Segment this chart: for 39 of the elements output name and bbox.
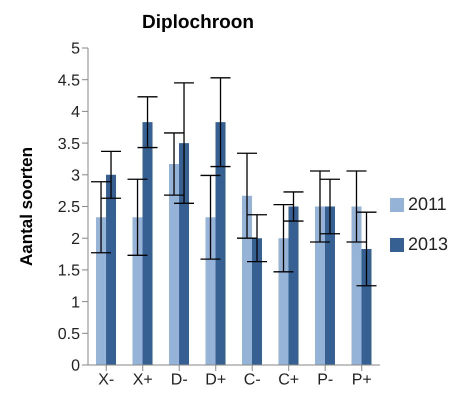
bar [206, 217, 216, 365]
y-tick-label: 5 [71, 40, 80, 58]
x-tick-label: P- [317, 371, 334, 388]
y-tick-label: 1.5 [58, 262, 80, 280]
bar [242, 196, 252, 365]
y-tick-label: 4.5 [58, 72, 80, 90]
bar [278, 238, 288, 365]
bar [96, 217, 106, 365]
y-tick-label: 0 [71, 358, 80, 375]
y-tick-label: 4 [71, 104, 80, 122]
y-tick-label: 3 [71, 167, 80, 184]
bar [169, 164, 180, 365]
x-tick-label: P+ [352, 371, 372, 388]
y-tick-label: 2 [71, 230, 80, 248]
legend-label: 2011 [408, 194, 447, 214]
x-tick-label: D- [170, 371, 188, 388]
bar [324, 206, 335, 365]
bar [179, 143, 190, 365]
x-tick-label: D+ [205, 371, 226, 388]
bar [314, 206, 325, 365]
y-axis-title: Aantal soorten [17, 146, 36, 266]
bar [106, 174, 116, 365]
x-tick-label: X- [98, 371, 114, 388]
y-tick-label: 0.5 [58, 326, 80, 343]
bar [216, 122, 226, 365]
legend-label: 2013 [408, 234, 448, 254]
bar [351, 206, 362, 365]
chart-title: Diplochroon [141, 11, 255, 35]
x-tick-label: C- [244, 371, 261, 388]
x-tick-label: C+ [278, 371, 300, 388]
y-tick-label: 1 [71, 294, 80, 312]
y-tick-label: 2.5 [58, 199, 80, 216]
bar [132, 217, 143, 365]
bar [288, 206, 298, 365]
bar [252, 238, 262, 365]
x-tick-label: X+ [132, 371, 153, 388]
bar [142, 122, 153, 365]
y-tick-label: 3.5 [58, 136, 80, 153]
bar [361, 248, 372, 365]
